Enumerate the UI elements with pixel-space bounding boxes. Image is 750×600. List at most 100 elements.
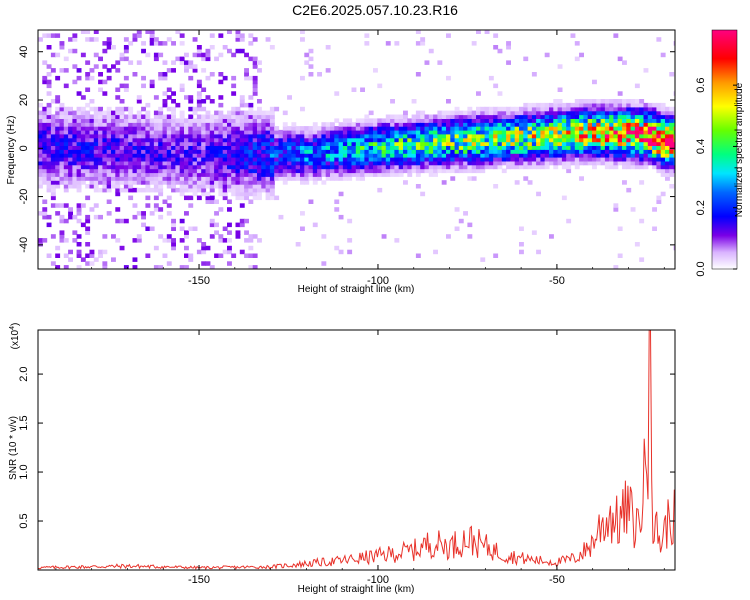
heatmap-cell [536, 145, 541, 150]
heatmap-cell [115, 145, 121, 150]
heatmap-cell [128, 41, 134, 46]
heatmap-cell [192, 122, 198, 127]
heatmap-cell [89, 122, 95, 127]
heatmap-cell [227, 145, 232, 150]
heatmap-cell [214, 145, 219, 150]
heatmap-cell [501, 149, 507, 154]
heatmap-cell [68, 118, 73, 123]
heatmap-cell [63, 168, 69, 174]
heatmap-cell [334, 168, 340, 174]
heatmap-cell [123, 164, 129, 170]
heatmap-cell [622, 153, 627, 158]
heatmap-cell [579, 52, 584, 58]
heatmap-cell [218, 145, 224, 150]
heatmap-cell [291, 126, 297, 131]
heatmap-cell [394, 122, 400, 127]
heatmap-cell [493, 137, 499, 143]
heatmap-cell [218, 153, 224, 158]
heatmap-cell [639, 149, 645, 154]
heatmap-cell [583, 99, 589, 104]
heatmap-cell [145, 114, 151, 119]
heatmap-cell [596, 157, 602, 162]
heatmap-cell [523, 106, 529, 112]
heatmap-cell [506, 122, 511, 127]
heatmap-cell [506, 106, 511, 112]
heatmap-cell [136, 129, 142, 135]
heatmap-cell [59, 164, 65, 170]
heatmap-cell [153, 145, 159, 150]
heatmap-cell [583, 133, 589, 139]
heatmap-cell [587, 145, 593, 150]
heatmap-cell [630, 157, 636, 162]
heatmap-cell [239, 160, 245, 166]
heatmap-cell [304, 137, 310, 143]
heatmap-cell [523, 160, 529, 166]
heatmap-cell [274, 149, 280, 154]
heatmap-cell [600, 141, 606, 146]
heatmap-cell [613, 102, 619, 108]
heatmap-cell [80, 30, 86, 34]
heatmap-cell [527, 157, 533, 162]
heatmap-cell [63, 137, 69, 143]
heatmap-cell [634, 164, 640, 170]
heatmap-cell [669, 153, 675, 158]
heatmap-cell [209, 222, 215, 228]
heatmap-cell [355, 153, 361, 158]
heatmap-cell [519, 160, 524, 166]
heatmap-cell [561, 126, 567, 131]
heatmap-cell [321, 234, 327, 239]
heatmap-cell [209, 129, 215, 135]
heatmap-cell [278, 164, 284, 170]
heatmap-cell [38, 157, 43, 162]
heatmap-cell [377, 187, 383, 193]
heatmap-cell [188, 184, 194, 189]
heatmap-cell [261, 168, 267, 174]
heatmap-cell [424, 157, 430, 162]
heatmap-cell [347, 122, 353, 127]
heatmap-cell [540, 149, 546, 154]
heatmap-cell [85, 126, 91, 131]
heatmap-cell [136, 30, 142, 34]
heatmap-cell [368, 129, 374, 135]
heatmap-cell [59, 110, 65, 116]
heatmap-cell [467, 164, 473, 170]
heatmap-cell [145, 129, 151, 135]
heatmap-cell [411, 126, 417, 131]
heatmap-cell [149, 126, 155, 131]
y-tick-label: 40 [18, 46, 30, 58]
heatmap-cell [93, 149, 99, 154]
heatmap-cell [300, 30, 305, 34]
heatmap-cell [93, 137, 99, 143]
heatmap-cell [450, 160, 456, 166]
heatmap-cell [149, 41, 155, 46]
heatmap-cell [342, 129, 348, 135]
heatmap-cell [454, 226, 460, 231]
heatmap-cell [338, 191, 344, 197]
heatmap-cell [227, 149, 232, 154]
heatmap-cell [531, 141, 537, 146]
heatmap-cell [660, 137, 666, 143]
heatmap-cell [248, 145, 254, 150]
heatmap-cell [42, 176, 48, 181]
heatmap-cell [639, 257, 645, 262]
heatmap-cell [669, 149, 675, 154]
heatmap-cell [123, 133, 129, 139]
heatmap-cell [652, 106, 657, 112]
heatmap-cell [42, 145, 48, 150]
heatmap-cell [287, 95, 292, 100]
heatmap-cell [553, 160, 559, 166]
heatmap-cell [269, 118, 275, 123]
heatmap-cell [42, 168, 48, 174]
heatmap-cell [196, 141, 202, 146]
heatmap-cell [531, 129, 537, 135]
heatmap-cell [420, 41, 426, 46]
heatmap-cell [587, 157, 593, 162]
heatmap-cell [656, 164, 662, 170]
heatmap-cell [394, 129, 400, 135]
heatmap-cell [218, 234, 224, 239]
heatmap-cell [149, 172, 155, 177]
heatmap-cell [158, 72, 164, 77]
heatmap-cell [205, 172, 211, 177]
heatmap-cell [201, 249, 207, 255]
heatmap-cell [192, 149, 198, 154]
